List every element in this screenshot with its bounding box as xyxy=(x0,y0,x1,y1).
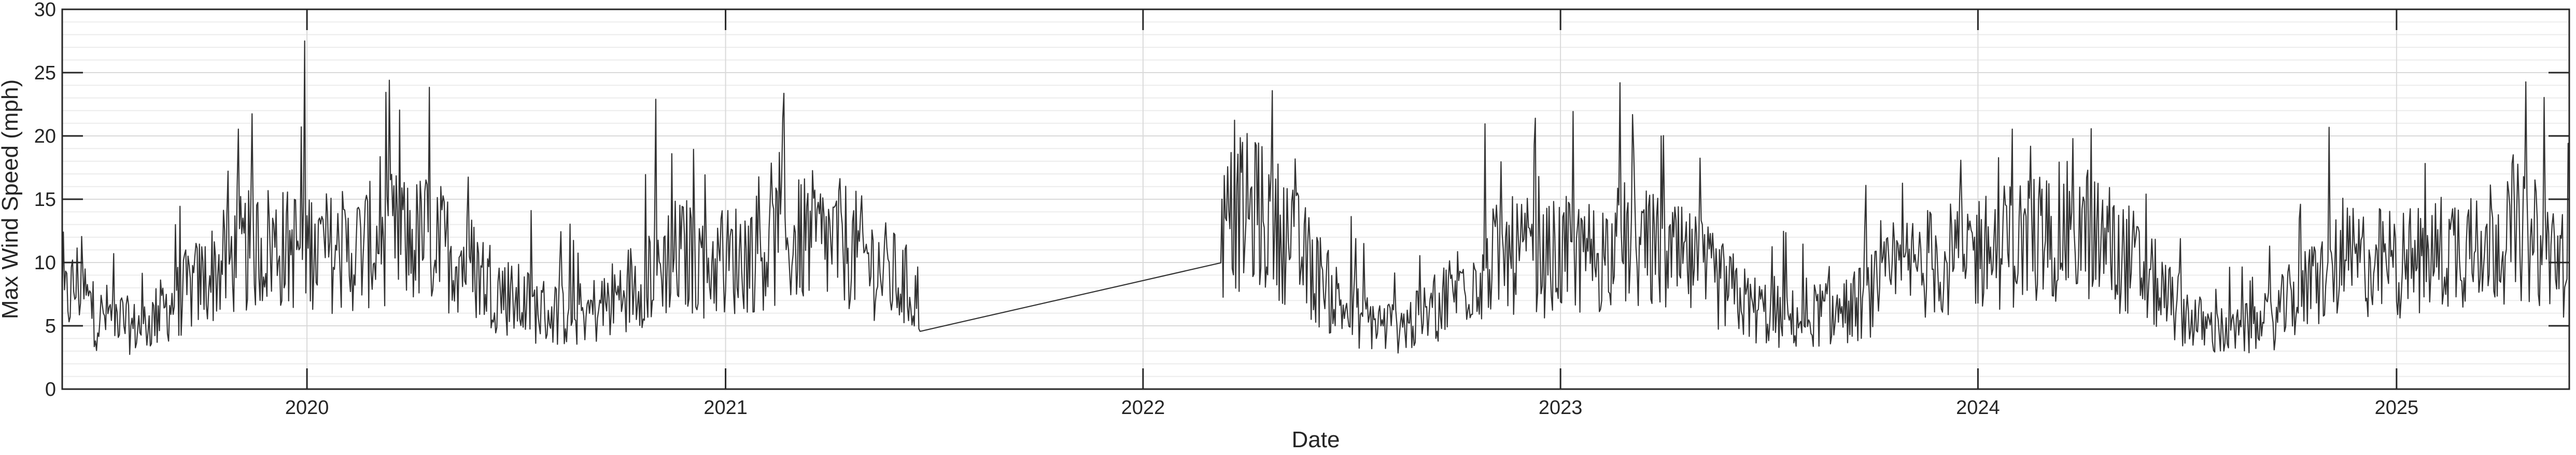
y-tick-label: 15 xyxy=(34,189,56,211)
y-tick-label: 25 xyxy=(34,62,56,84)
y-tick-label: 30 xyxy=(34,0,56,21)
ticks-layer xyxy=(62,8,2569,390)
series-layer xyxy=(61,40,2570,355)
x-tick-label: 2023 xyxy=(1539,397,1583,419)
x-tick-label: 2025 xyxy=(2375,397,2419,419)
y-tick-label: 10 xyxy=(34,252,56,274)
grid-layer xyxy=(62,9,2569,390)
x-axis-label: Date xyxy=(1292,427,1340,452)
x-tick-label: 2020 xyxy=(285,397,329,419)
y-tick-label: 20 xyxy=(34,126,56,147)
plot-frame xyxy=(61,8,2570,390)
y-axis-label: Max Wind Speed (mph) xyxy=(0,79,23,319)
y-tick-label: 5 xyxy=(45,315,56,337)
y-tick-label: 0 xyxy=(45,379,56,401)
series-line xyxy=(61,40,2570,355)
x-tick-label: 2022 xyxy=(1121,397,1165,419)
x-tick-label: 2024 xyxy=(1956,397,2000,419)
x-tick-label: 2021 xyxy=(703,397,748,419)
